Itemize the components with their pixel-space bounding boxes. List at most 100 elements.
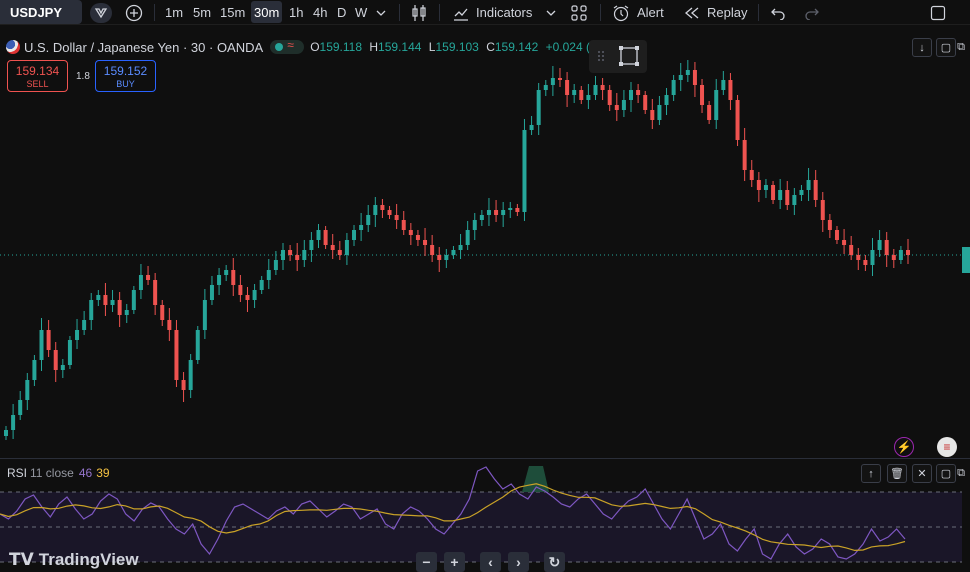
more-options-button[interactable]: ⧉ bbox=[951, 464, 970, 483]
candle-body bbox=[302, 250, 307, 260]
candle-body bbox=[387, 210, 392, 215]
us-flag-icon[interactable]: ≡ bbox=[937, 437, 957, 457]
sell-label: SELL bbox=[26, 79, 49, 89]
toolbar-divider bbox=[439, 4, 440, 21]
scroll-right-button[interactable]: › bbox=[508, 552, 529, 572]
reset-chart-button[interactable]: ↻ bbox=[544, 552, 565, 572]
candle-body bbox=[46, 330, 51, 350]
candle-body bbox=[657, 105, 662, 120]
replay-button[interactable]: Replay bbox=[707, 5, 748, 20]
alarm-clock-icon[interactable] bbox=[611, 3, 631, 23]
drag-handle-icon bbox=[598, 51, 604, 61]
restore-icon: ⧉ bbox=[957, 41, 965, 53]
fullscreen-icon[interactable] bbox=[928, 3, 948, 23]
candle-body bbox=[486, 210, 491, 215]
market-open-dot bbox=[275, 43, 284, 51]
candlestick-chart[interactable] bbox=[0, 30, 970, 458]
candle-body bbox=[131, 290, 136, 310]
market-status[interactable]: ≈ bbox=[270, 38, 305, 54]
candle-body bbox=[572, 90, 577, 95]
candle-body bbox=[224, 270, 229, 275]
candle-body bbox=[295, 255, 300, 260]
candle-body bbox=[749, 170, 754, 180]
candle-body bbox=[89, 300, 94, 320]
candle-body bbox=[401, 220, 406, 230]
rsi-chart[interactable] bbox=[0, 459, 970, 572]
zoom-out-button[interactable]: − bbox=[416, 552, 437, 572]
timeframe-4h[interactable]: 4h bbox=[313, 5, 328, 20]
floating-drawing-toolbar[interactable] bbox=[589, 40, 647, 73]
alert-button[interactable]: Alert bbox=[637, 5, 664, 20]
rsi-name[interactable]: RSI bbox=[7, 466, 28, 480]
timeframe-d[interactable]: D bbox=[337, 5, 347, 20]
timeframe-30m[interactable]: 30m bbox=[251, 1, 283, 23]
logo-text: TradingView bbox=[38, 550, 139, 569]
tv-logo-icon: 𝗧𝗩 bbox=[9, 550, 34, 569]
candle-body bbox=[685, 70, 690, 75]
maximize-pane-button[interactable]: ▢ bbox=[936, 38, 956, 57]
timeframe-1h[interactable]: 1h bbox=[289, 5, 304, 20]
candle-body bbox=[408, 230, 413, 235]
trash-icon: 🗑 bbox=[890, 468, 904, 480]
chart-legend: U.S. Dollar / Japanese Yen · 30 · OANDA … bbox=[6, 38, 601, 56]
candle-body bbox=[522, 130, 527, 212]
spread-value: 1.8 bbox=[76, 71, 90, 82]
maximize-pane-button[interactable]: ▢ bbox=[936, 464, 956, 483]
delete-pane-button[interactable]: 🗑 bbox=[887, 464, 907, 483]
candle-body bbox=[834, 230, 839, 240]
candle-body bbox=[785, 190, 790, 205]
timeframe-w[interactable]: W bbox=[355, 5, 368, 20]
toolbar-divider bbox=[600, 4, 601, 21]
candle-body bbox=[259, 280, 264, 290]
candles-icon[interactable] bbox=[409, 3, 429, 23]
candle-body bbox=[202, 300, 207, 330]
timeframe-1m[interactable]: 1m bbox=[165, 5, 184, 20]
lightning-icon[interactable]: ⚡ bbox=[894, 437, 914, 457]
rewind-icon[interactable] bbox=[682, 3, 702, 23]
candle-body bbox=[884, 240, 889, 255]
candle-body bbox=[415, 235, 420, 240]
collapse-pane-button[interactable]: ✕ bbox=[912, 464, 932, 483]
timeframe-5m[interactable]: 5m bbox=[193, 5, 212, 20]
plus-icon: + bbox=[450, 554, 459, 570]
scroll-down-button[interactable]: ↓ bbox=[912, 38, 932, 57]
candle-body bbox=[565, 80, 570, 95]
candle-body bbox=[18, 400, 23, 415]
last-price-marker bbox=[962, 247, 970, 273]
candle-body bbox=[891, 255, 896, 260]
chart-line-icon[interactable] bbox=[451, 3, 471, 23]
candle-body bbox=[430, 245, 435, 255]
candle-body bbox=[827, 220, 832, 230]
indicators-button[interactable]: Indicators bbox=[476, 5, 533, 20]
rsi-ma-line bbox=[0, 483, 906, 552]
crown-icon[interactable] bbox=[90, 3, 112, 23]
candle-body bbox=[323, 230, 328, 245]
chevron-down-icon[interactable] bbox=[371, 3, 391, 23]
pane-divider[interactable] bbox=[0, 458, 970, 459]
timeframe-15m[interactable]: 15m bbox=[220, 5, 246, 20]
buy-button[interactable]: 159.152 BUY bbox=[95, 60, 156, 92]
collapse-pane-button[interactable]: ⧉ bbox=[951, 38, 970, 57]
candle-body bbox=[898, 250, 903, 260]
grid-icon[interactable] bbox=[569, 3, 589, 23]
candle-body bbox=[771, 185, 776, 200]
candle-body bbox=[245, 295, 250, 300]
symbol-title[interactable]: U.S. Dollar / Japanese Yen · 30 · OANDA bbox=[24, 39, 264, 55]
chevron-down-icon[interactable] bbox=[541, 3, 561, 23]
candle-body bbox=[856, 255, 861, 260]
tradingview-logo[interactable]: 𝗧𝗩 TradingView bbox=[9, 550, 139, 570]
redo-icon[interactable] bbox=[802, 3, 822, 23]
candle-body bbox=[614, 105, 619, 110]
minus-icon: − bbox=[422, 554, 431, 570]
candle-body bbox=[721, 80, 726, 90]
move-pane-up-button[interactable]: ↑ bbox=[861, 464, 881, 483]
undo-icon[interactable] bbox=[768, 3, 788, 23]
add-symbol-icon[interactable] bbox=[124, 3, 144, 23]
candle-body bbox=[863, 260, 868, 265]
sell-button[interactable]: 159.134 SELL bbox=[7, 60, 68, 92]
candle-body bbox=[103, 295, 108, 305]
scroll-left-button[interactable]: ‹ bbox=[480, 552, 501, 572]
zoom-in-button[interactable]: + bbox=[444, 552, 465, 572]
symbol-search-button[interactable]: USDJPY bbox=[0, 0, 82, 24]
candle-body bbox=[146, 275, 151, 280]
